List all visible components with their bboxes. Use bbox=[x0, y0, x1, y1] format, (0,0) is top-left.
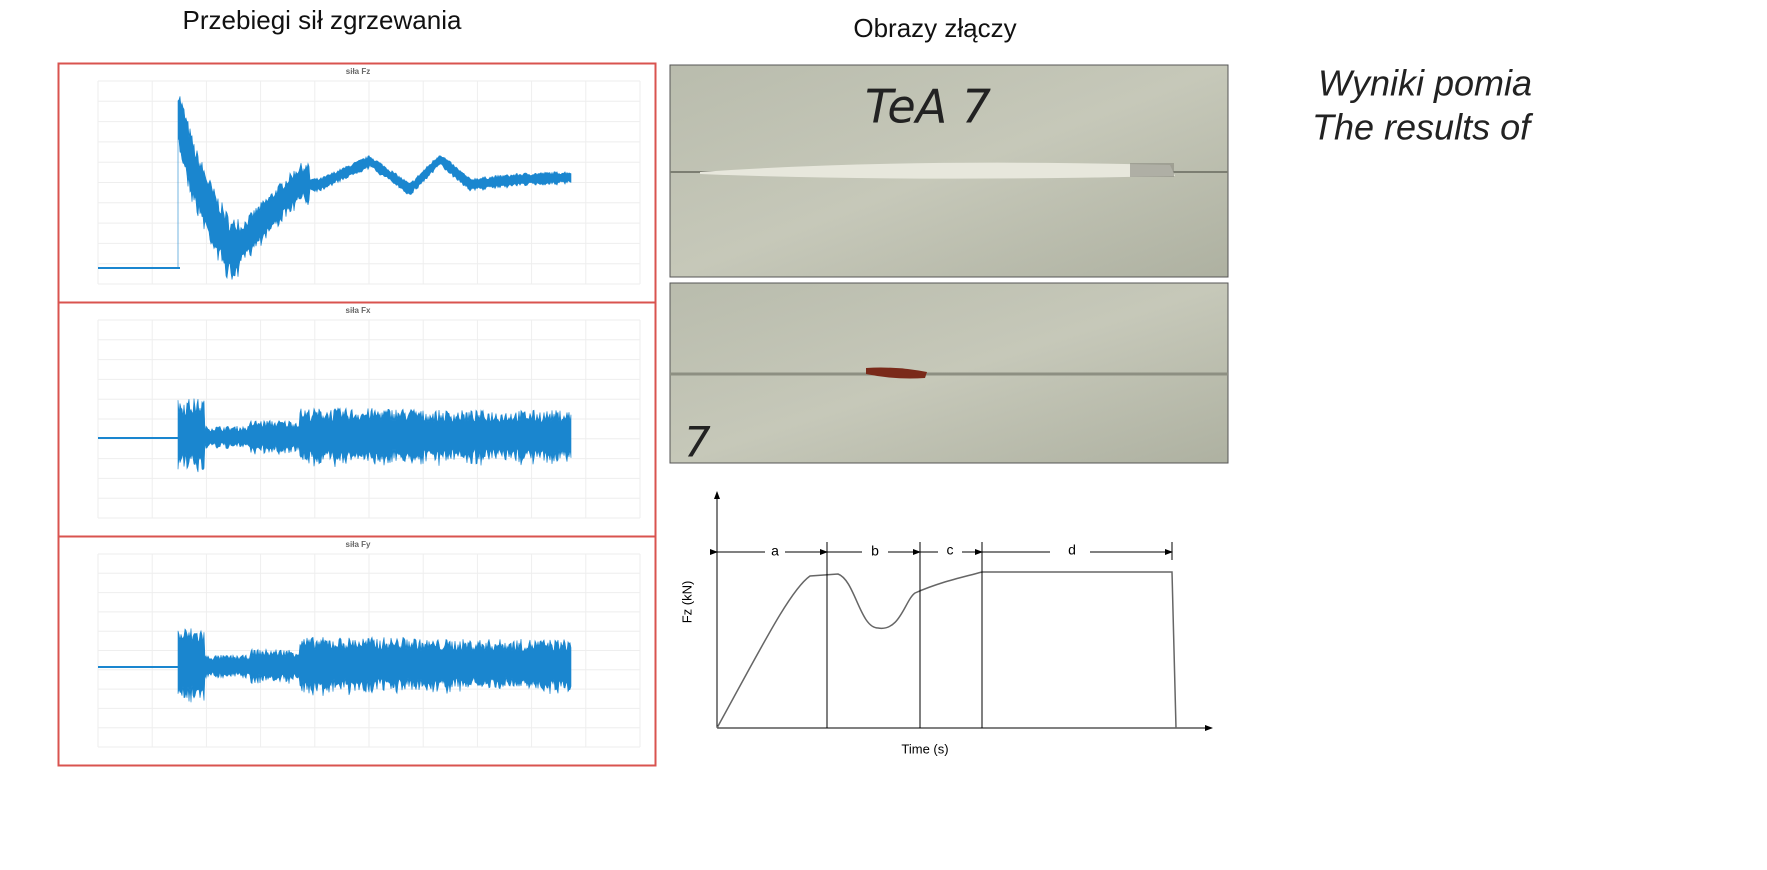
weld bbox=[700, 162, 1175, 179]
defect bbox=[866, 367, 927, 379]
chart-title: siła Fz bbox=[346, 67, 370, 76]
weld-end bbox=[1130, 163, 1174, 177]
phase-label: c bbox=[947, 542, 954, 558]
side-text: Wyniki pomia bbox=[1318, 63, 1532, 104]
phase-label: b bbox=[871, 543, 879, 559]
photo-label: 7 bbox=[684, 418, 711, 467]
side-text: The results of bbox=[1312, 107, 1534, 148]
phase-label: a bbox=[771, 543, 779, 559]
signal bbox=[98, 628, 572, 703]
diagram: a b c d Fz (kN) Time (s) bbox=[679, 491, 1213, 756]
photo: TeA 7 bbox=[669, 64, 1229, 278]
section-title: Obrazy złączy bbox=[853, 13, 1016, 43]
y-axis-label: Fz (kN) bbox=[679, 581, 694, 624]
chart-title: siła Fy bbox=[346, 540, 371, 549]
section-title: Przebiegi sił zgrzewania bbox=[183, 5, 462, 35]
phase-lines bbox=[710, 542, 1173, 728]
phase-label: d bbox=[1068, 542, 1076, 558]
force-charts: siła Fz siła Fx siła Fy bbox=[57, 62, 657, 767]
force-curve bbox=[716, 571, 1177, 729]
x-axis-label: Time (s) bbox=[901, 741, 948, 756]
chart-title: siła Fx bbox=[346, 306, 371, 315]
photo-label: TeA 7 bbox=[865, 80, 991, 134]
signal bbox=[98, 398, 572, 473]
photo: 7 bbox=[669, 282, 1229, 467]
signal bbox=[98, 96, 572, 280]
